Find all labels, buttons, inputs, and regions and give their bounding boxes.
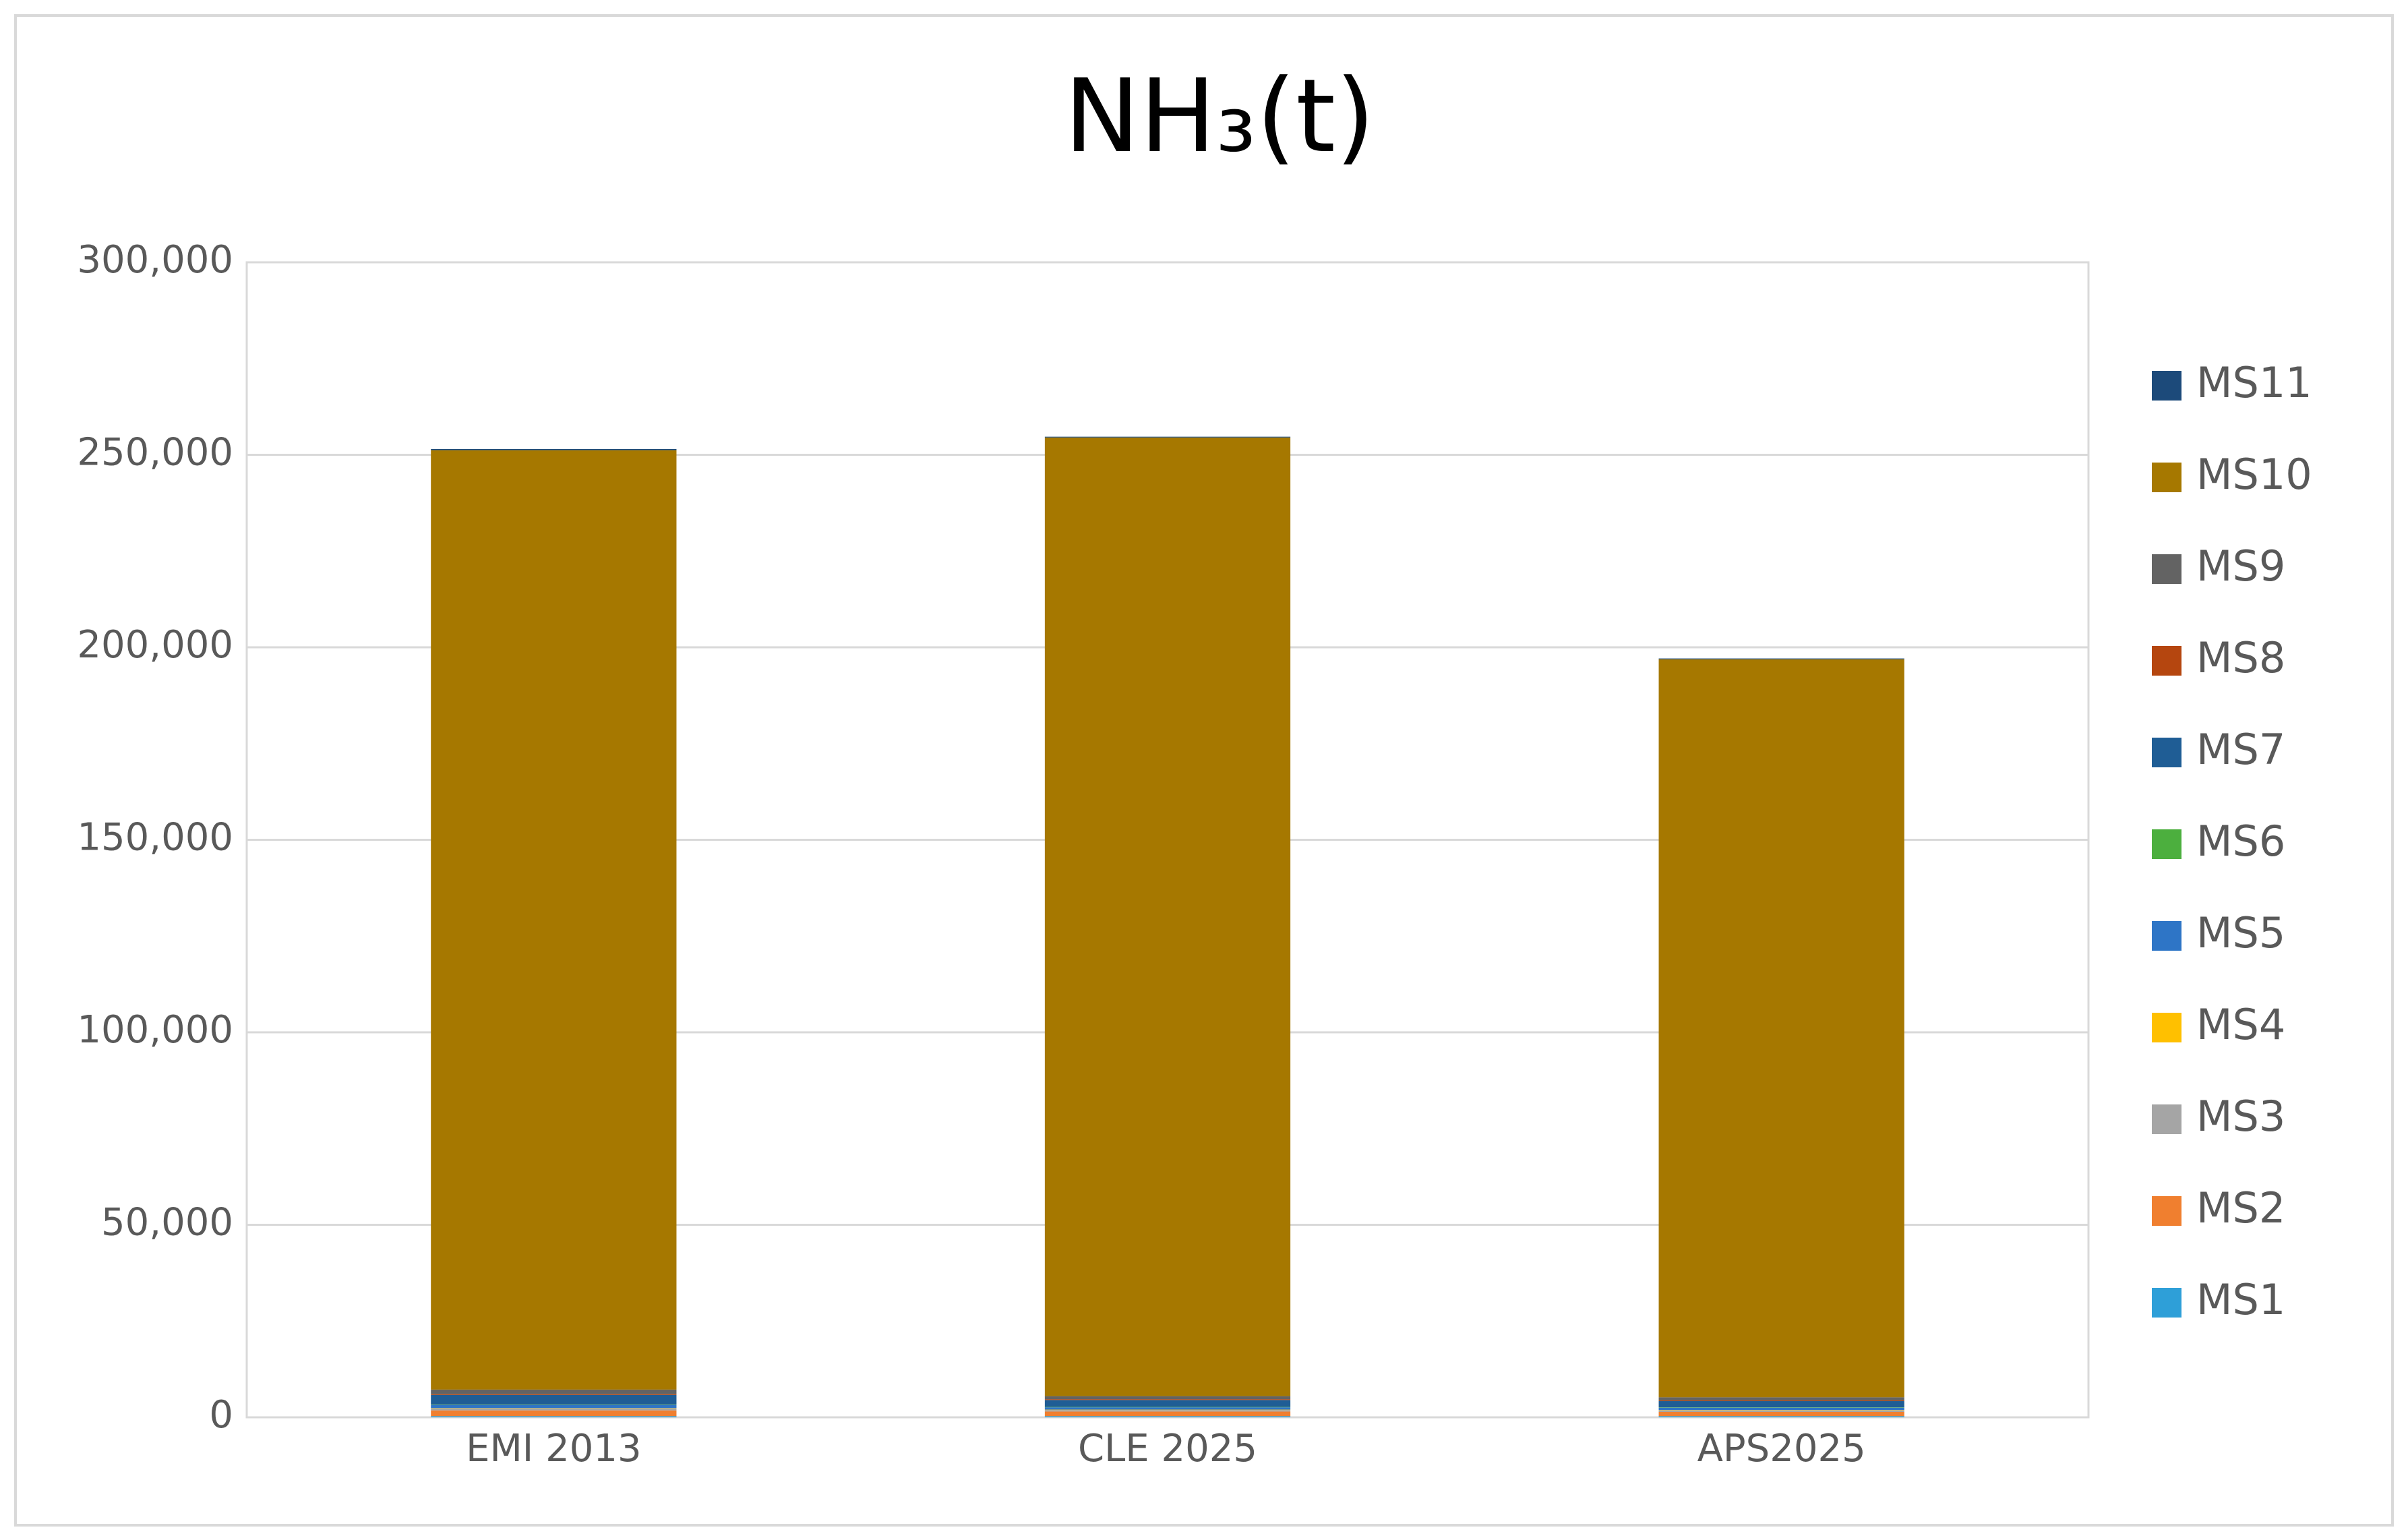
y-tick-label: 0	[209, 1393, 233, 1437]
bar-segment	[431, 1404, 677, 1405]
bar-segment	[1044, 1407, 1291, 1410]
legend-swatch	[2152, 738, 2181, 767]
bar-segment	[1044, 1416, 1291, 1417]
bar-segment	[1044, 437, 1291, 1396]
y-tick-label: 250,000	[77, 431, 233, 475]
legend-label: MS7	[2196, 725, 2285, 774]
legend-label: MS5	[2196, 908, 2285, 957]
bar-segment	[1658, 1400, 1904, 1402]
y-tick-label: 50,000	[101, 1201, 233, 1245]
bar-segment	[431, 1404, 677, 1409]
legend-swatch	[2152, 921, 2181, 951]
legend-swatch	[2152, 1288, 2181, 1318]
bar-segment	[1658, 1412, 1904, 1417]
bar-segment	[431, 1408, 677, 1411]
bar-segment	[431, 1416, 677, 1417]
legend-swatch	[2152, 463, 2181, 492]
legend-swatch	[2152, 371, 2181, 401]
bar-segment	[431, 448, 677, 450]
legend-swatch	[2152, 646, 2181, 676]
legend-swatch	[2152, 1013, 2181, 1042]
bar-segment	[431, 1410, 677, 1417]
legend-label: MS10	[2196, 450, 2312, 499]
bar-segment	[1044, 1411, 1291, 1417]
x-tick-label: CLE 2025	[1078, 1427, 1257, 1471]
bar-segment	[1658, 1410, 1904, 1413]
y-tick-label: 300,000	[77, 238, 233, 282]
bar-segment	[1044, 1400, 1291, 1407]
bar-segment	[431, 1408, 677, 1409]
legend-swatch	[2152, 1104, 2181, 1134]
bar-segment	[431, 1394, 677, 1395]
legend-label: MS3	[2196, 1092, 2285, 1141]
bar-segment	[1658, 1416, 1904, 1417]
bar-segment	[1044, 1409, 1291, 1411]
bar-segment	[1044, 1399, 1291, 1400]
bar-segment	[1658, 1397, 1904, 1400]
x-tick-label: EMI 2013	[466, 1427, 642, 1471]
bar-segment	[1044, 1410, 1291, 1412]
bar-segment	[431, 1389, 677, 1394]
bar-segment	[1658, 1407, 1904, 1411]
bar-segment	[1044, 436, 1291, 438]
bar-segment	[1658, 1407, 1904, 1408]
x-tick-label: APS2025	[1697, 1427, 1866, 1471]
chart-title: NH₃(t)	[1064, 58, 1375, 175]
bar-segment	[1658, 1401, 1904, 1408]
legend-label: MS11	[2196, 358, 2312, 407]
bar-segment	[1658, 1410, 1904, 1411]
legend-label: MS6	[2196, 817, 2285, 866]
y-tick-label: 200,000	[77, 623, 233, 667]
legend-label: MS9	[2196, 541, 2285, 591]
bar-segment	[431, 450, 677, 1390]
legend-swatch	[2152, 554, 2181, 584]
bar-segment	[1044, 1396, 1291, 1400]
legend-label: MS4	[2196, 1000, 2285, 1049]
legend-swatch	[2152, 829, 2181, 859]
bar-segment	[431, 1394, 677, 1405]
bar-segment	[1658, 659, 1904, 1398]
legend-label: MS1	[2196, 1275, 2285, 1324]
y-tick-label: 150,000	[77, 816, 233, 860]
bar-segment	[1044, 1407, 1291, 1408]
legend-label: MS8	[2196, 633, 2285, 682]
legend-label: MS2	[2196, 1183, 2285, 1233]
legend-swatch	[2152, 1196, 2181, 1226]
y-tick-label: 100,000	[77, 1008, 233, 1052]
